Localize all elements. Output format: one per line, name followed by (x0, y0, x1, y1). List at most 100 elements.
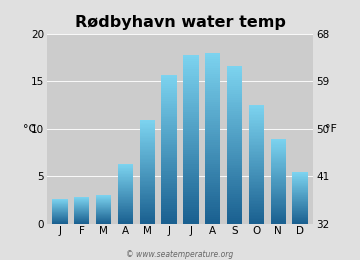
Bar (183, 118, 199, 120)
Bar (118, 206, 133, 207)
Bar (118, 211, 133, 212)
Bar (140, 200, 155, 202)
Bar (161, 93, 177, 95)
Bar (161, 82, 177, 84)
Bar (249, 175, 264, 176)
Bar (52, 206, 68, 207)
Bar (205, 198, 220, 200)
Bar (205, 219, 220, 222)
Bar (249, 120, 264, 121)
Bar (74, 199, 89, 200)
Bar (183, 99, 199, 101)
Bar (140, 211, 155, 212)
Bar (205, 160, 220, 162)
Bar (249, 161, 264, 163)
Bar (249, 148, 264, 150)
Bar (227, 80, 242, 82)
Bar (227, 141, 242, 143)
Bar (140, 190, 155, 191)
Bar (96, 220, 111, 221)
Bar (271, 209, 286, 210)
Bar (249, 141, 264, 142)
Bar (205, 177, 220, 179)
Bar (140, 191, 155, 193)
Bar (205, 100, 220, 102)
Bar (249, 133, 264, 135)
Bar (74, 198, 89, 199)
Bar (140, 154, 155, 155)
Bar (205, 222, 220, 224)
Bar (183, 217, 199, 219)
Bar (74, 207, 89, 208)
Bar (161, 129, 177, 131)
Bar (227, 200, 242, 202)
Bar (227, 139, 242, 141)
Bar (292, 213, 308, 214)
Bar (205, 202, 220, 204)
Bar (249, 170, 264, 172)
Bar (249, 219, 264, 221)
Bar (271, 187, 286, 188)
Bar (292, 177, 308, 178)
Bar (205, 183, 220, 185)
Bar (183, 86, 199, 88)
Bar (74, 197, 89, 198)
Bar (161, 158, 177, 160)
Bar (118, 210, 133, 211)
Bar (140, 208, 155, 209)
Bar (271, 155, 286, 156)
Bar (96, 203, 111, 204)
Bar (140, 133, 155, 134)
Bar (227, 208, 242, 210)
Bar (183, 162, 199, 165)
Bar (205, 209, 220, 211)
Bar (140, 155, 155, 156)
Bar (52, 217, 68, 218)
Bar (205, 74, 220, 76)
Bar (205, 140, 220, 142)
Bar (271, 219, 286, 220)
Bar (205, 215, 220, 217)
Bar (271, 169, 286, 170)
Bar (271, 168, 286, 169)
Bar (205, 121, 220, 123)
Bar (205, 55, 220, 57)
Bar (227, 204, 242, 206)
Bar (96, 198, 111, 199)
Bar (183, 55, 199, 57)
Bar (140, 127, 155, 128)
Bar (205, 79, 220, 81)
Bar (183, 156, 199, 158)
Bar (227, 161, 242, 162)
Bar (118, 190, 133, 191)
Bar (205, 187, 220, 190)
Bar (205, 217, 220, 219)
Bar (161, 181, 177, 183)
Bar (140, 173, 155, 174)
Bar (292, 221, 308, 222)
Bar (249, 118, 264, 120)
Bar (183, 143, 199, 146)
Bar (227, 149, 242, 151)
Bar (292, 212, 308, 213)
Bar (249, 196, 264, 197)
Bar (227, 76, 242, 78)
Bar (74, 201, 89, 202)
Bar (292, 189, 308, 190)
Bar (249, 160, 264, 161)
Bar (292, 181, 308, 182)
Bar (292, 198, 308, 199)
Bar (140, 125, 155, 127)
Bar (249, 185, 264, 186)
Bar (161, 164, 177, 166)
Bar (292, 187, 308, 188)
Bar (292, 184, 308, 185)
Bar (271, 205, 286, 206)
Bar (205, 91, 220, 93)
Bar (205, 179, 220, 181)
Bar (227, 218, 242, 220)
Bar (118, 202, 133, 203)
Bar (96, 223, 111, 224)
Bar (227, 113, 242, 115)
Bar (227, 190, 242, 192)
